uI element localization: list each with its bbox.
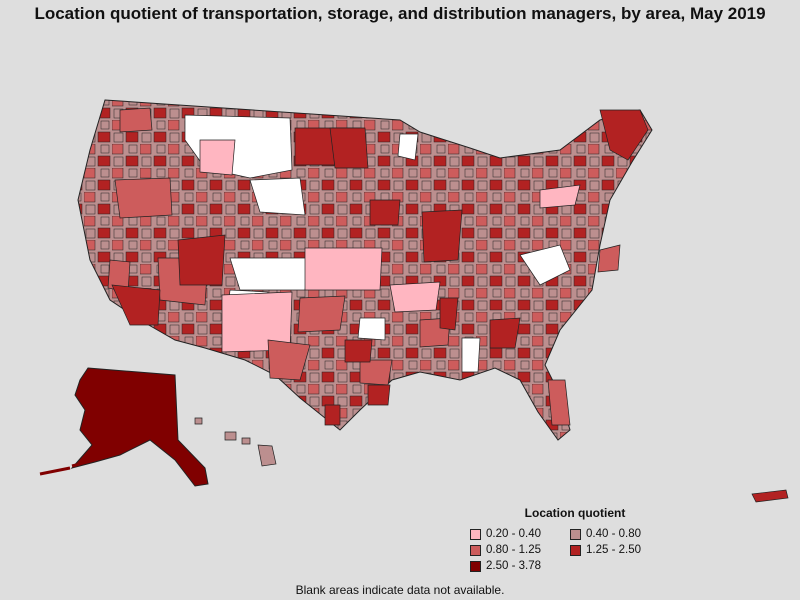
legend-item: 0.80 - 1.25 [470,543,570,557]
legend-swatch [470,544,481,556]
legend-grid: 0.20 - 0.40 0.40 - 0.80 0.80 - 1.25 1.25… [470,527,670,573]
legend-swatch [570,544,581,556]
legend-swatch [570,528,581,540]
high-quotient-regions [111,109,649,426]
legend-label: 0.40 - 0.80 [586,528,641,540]
legend-swatch [470,560,481,572]
legend-label: 0.20 - 0.40 [486,528,541,540]
legend-item: 0.40 - 0.80 [570,527,670,541]
no-data-note: Blank areas indicate data not available. [295,583,505,597]
alaska-region [70,367,209,487]
puerto-rico [751,489,789,503]
legend-label: 2.50 - 3.78 [486,560,541,572]
legend-swatch [470,528,481,540]
low-quotient-regions [199,139,581,353]
legend-title: Location quotient [524,506,626,520]
legend-label: 1.25 - 2.50 [586,544,641,556]
legend-label: 0.80 - 1.25 [486,544,541,556]
alaska-aleutians [39,462,81,476]
map-title: Location quotient of transportation, sto… [34,4,766,23]
legend-item: 1.25 - 2.50 [570,543,670,557]
legend-item: 0.20 - 0.40 [470,527,570,541]
legend-item: 2.50 - 3.78 [470,559,570,573]
hawaii-islands [194,417,277,467]
legend: Location quotient 0.20 - 0.40 0.40 - 0.8… [470,506,670,573]
